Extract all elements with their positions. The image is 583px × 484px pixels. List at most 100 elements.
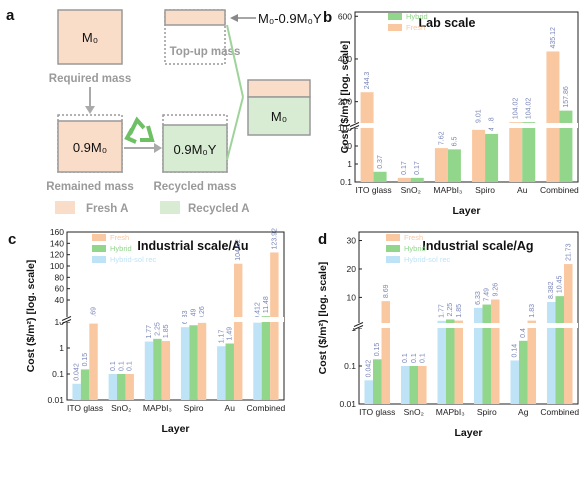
bar-value-label: 0.1 (118, 361, 125, 371)
legend-label: Hybrid (406, 12, 428, 21)
legend-swatch (386, 234, 400, 241)
bar-value-label: 0.17 (414, 161, 421, 175)
bar-value-label: 244.3 (364, 72, 371, 90)
bar-hybrid (189, 325, 198, 400)
y-tick-label: 1 (59, 343, 64, 353)
left-arrow-icon (230, 14, 256, 22)
bar-value-label: 1.85 (456, 304, 463, 318)
bar-value-label: 9.26 (199, 306, 206, 320)
bar-value-label: 2.25 (154, 322, 161, 336)
bar-hybrid-sol-rec (180, 327, 190, 400)
y-tick-label: 140 (50, 238, 64, 248)
chart-title: Industrial scale/Ag (422, 239, 533, 253)
recycle-icon (124, 116, 155, 144)
bar-fresh (125, 374, 134, 400)
chart-lab-scale: b Lab scale 0.1 1 10 100 200 400 600 ITO glass SnO… (323, 9, 579, 217)
bar-hybrid-sol-rec (72, 383, 81, 400)
bar-fresh (454, 320, 464, 404)
bar-value-label: 0.15 (374, 343, 381, 357)
legend-swatch (386, 245, 400, 252)
x-tick-label: MAPbI₃ (433, 185, 462, 195)
bar-value-label: 9.412 (254, 302, 261, 320)
x-tick-label: Spiro (475, 185, 495, 195)
bar-value-label: 0.042 (74, 363, 81, 381)
x-axis-label: Layer (452, 205, 480, 217)
panel-a: a M₀ Required mass Top-up mass M₀-0.9M₀Y… (6, 7, 322, 215)
y-tick-label: 10 (347, 292, 357, 302)
y-tick-label: 0.1 (340, 177, 352, 187)
bar-hybrid-sol-rec (400, 366, 410, 404)
panel-b-letter: b (323, 9, 332, 26)
legend-swatch (388, 13, 402, 20)
bar-fresh (546, 51, 560, 182)
axis-break-mark (349, 122, 360, 127)
axis-break-mark (353, 322, 364, 327)
remained-mass-label: 0.9M₀ (73, 140, 107, 155)
y-tick-label: 0.1 (52, 369, 64, 379)
bar-value-label: 8.382 (548, 281, 555, 299)
bar-hybrid (482, 304, 492, 404)
axis-break-gap (351, 323, 578, 328)
bar-fresh (491, 299, 500, 404)
bar-hybrid (522, 122, 536, 182)
bar-value-label: 0.1 (419, 353, 426, 363)
x-tick-label: MAPbI₃ (143, 403, 172, 413)
bar-hybrid (559, 110, 573, 182)
x-tick-label: Ag (518, 407, 529, 417)
bar-fresh (161, 341, 171, 400)
bar-value-label: 1.85 (163, 324, 170, 338)
result-box-fresh (247, 79, 311, 98)
bar-fresh (360, 92, 374, 182)
x-tick-label: Spiro (477, 407, 497, 417)
bar-value-label: 11.48 (263, 296, 270, 313)
x-tick-label: Spiro (184, 403, 204, 413)
remained-mass-caption: Remained mass (46, 181, 134, 193)
y-tick-label: 0.01 (339, 399, 356, 409)
right-arrow-icon (124, 143, 162, 153)
y-tick-label: 40 (55, 295, 65, 305)
bar-value-label: 0.1 (402, 353, 409, 363)
axis-break-gap (59, 317, 284, 322)
x-tick-label: Combined (247, 403, 286, 413)
y-tick-label: 600 (338, 11, 352, 21)
bar-value-label: 104.02 (235, 239, 242, 261)
axis-break-mark (61, 316, 72, 321)
x-tick-label: ITO glass (355, 185, 391, 195)
bar-hybrid (80, 369, 90, 400)
bar-hybrid (153, 338, 162, 400)
y-axis-label: Cost ($/m²) [log. scale] (317, 262, 329, 375)
bar-value-label: 79.01 (476, 109, 483, 127)
bar-hybrid (485, 133, 499, 182)
legend-label: Fresh (110, 233, 129, 242)
bar-value-label: 1.77 (439, 304, 446, 318)
legend-swatch (92, 256, 106, 263)
legend-label: Fresh (406, 23, 425, 32)
bar-fresh (233, 263, 243, 400)
required-mass-label: M₀ (82, 30, 98, 45)
result-box-recycled (247, 96, 311, 136)
bar-value-label: 0.14 (512, 344, 519, 358)
y-tick-label: 400 (338, 54, 352, 64)
x-tick-label: Combined (540, 407, 579, 417)
legend-swatch (92, 234, 106, 241)
y-tick-label: 60 (55, 284, 65, 294)
y-axis-label: Cost ($/m²) [log. scale] (339, 41, 351, 154)
bar-value-label: 0.1 (127, 361, 134, 371)
bar-hybrid-sol-rec (253, 322, 262, 400)
bar-fresh (270, 252, 279, 400)
bar-hybrid (518, 340, 528, 404)
bar-value-label: 1.17 (218, 329, 225, 343)
bar-fresh (197, 322, 207, 400)
bar-fresh (89, 323, 98, 400)
top-up-mass-caption: Top-up mass (170, 46, 241, 58)
bar-hybrid-sol-rec (144, 341, 154, 400)
legend-recycled-label: Recycled A (188, 203, 250, 215)
bar-value-label: 104.02 (526, 98, 533, 120)
plot-frame (354, 11, 579, 183)
panel-c-letter: c (8, 231, 16, 248)
plot-frame (66, 231, 285, 401)
bar-hybrid (117, 374, 126, 400)
bar-hybrid-sol-rec (546, 302, 556, 404)
